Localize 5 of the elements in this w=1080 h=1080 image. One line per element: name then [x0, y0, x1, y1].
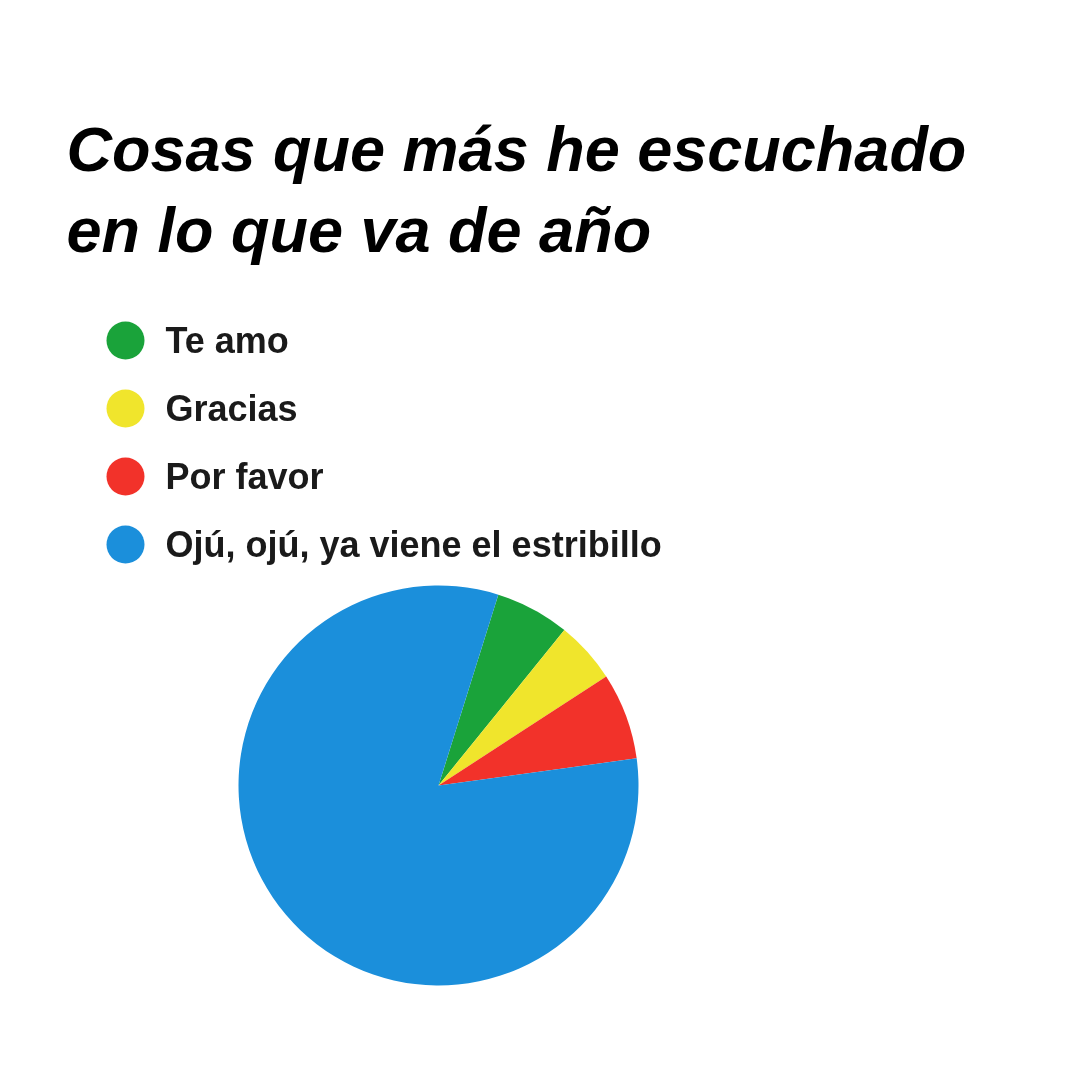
legend-label: Por favor	[165, 456, 324, 497]
legend-label: Ojú, ojú, ya viene el estribillo	[165, 524, 662, 565]
legend-label: Te amo	[165, 320, 289, 361]
legend-label: Gracias	[165, 388, 298, 429]
chart-title: Cosas que más he escuchado en lo que va de año	[66, 114, 967, 265]
